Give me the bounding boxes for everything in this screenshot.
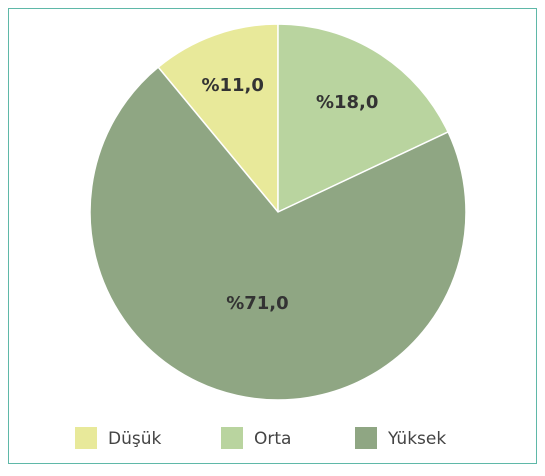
legend-label: Yüksek [387,429,446,449]
pie-slice [277,23,450,214]
value-label: %18,0 [316,92,378,113]
legend-swatch [355,427,377,449]
value-label: %11,0 [201,75,263,96]
legend-label: Orta [254,429,291,449]
legend-swatch [221,427,243,449]
legend-swatch [75,427,97,449]
pie-slice [157,23,279,215]
legend-label: Düşük [108,429,161,449]
pie-slice [89,66,467,401]
value-label: %71,0 [226,293,288,314]
